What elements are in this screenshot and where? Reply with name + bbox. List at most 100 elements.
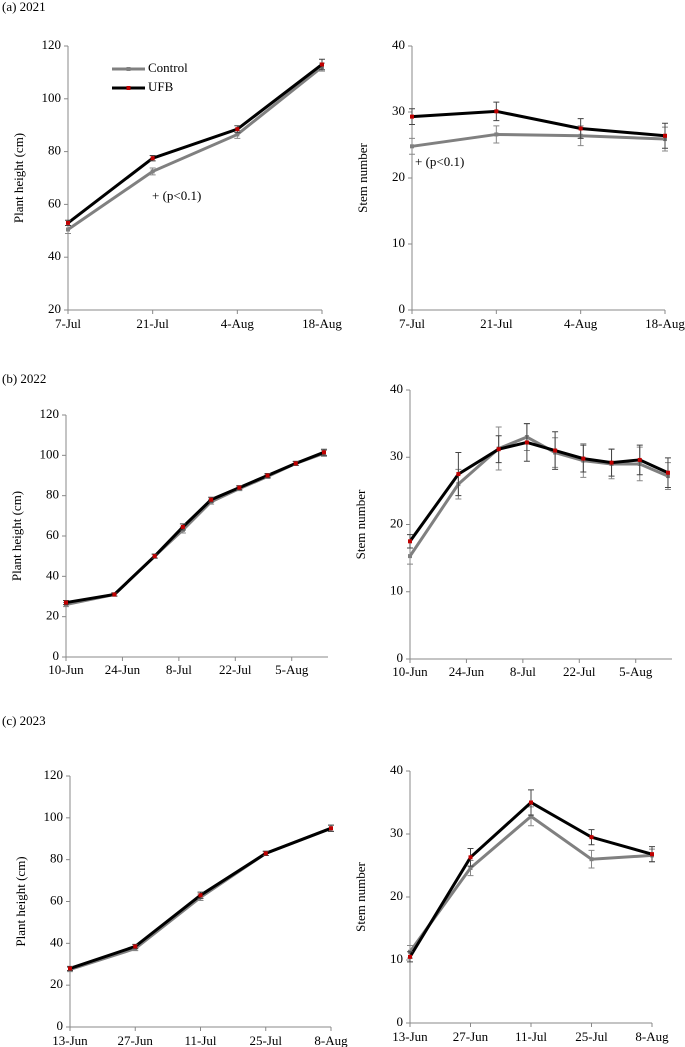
marker	[529, 814, 533, 819]
x-tick-label: 21-Jul	[136, 316, 169, 331]
marker	[468, 866, 473, 871]
marker	[408, 539, 412, 544]
marker	[64, 600, 68, 605]
marker	[637, 457, 642, 462]
x-tick-label: 11-Jul	[184, 1033, 216, 1047]
x-tick-label: 7-Jul	[55, 316, 81, 331]
marker	[293, 461, 298, 466]
marker	[150, 169, 155, 174]
marker	[524, 440, 529, 445]
x-tick-label: 18-Aug	[302, 316, 342, 331]
marker	[263, 851, 268, 856]
legend-marker	[126, 86, 131, 90]
marker	[237, 485, 242, 490]
y-tick-label: 60	[50, 892, 63, 907]
y-tick-label: 30	[390, 448, 403, 463]
y-tick-label: 80	[50, 851, 63, 866]
series-line	[411, 109, 666, 138]
x-tick-label: 21-Jul	[480, 316, 513, 331]
marker	[408, 554, 412, 559]
y-tick-label: 40	[50, 934, 63, 949]
x-tick-label: 4-Aug	[221, 316, 255, 331]
series-line	[67, 65, 323, 231]
marker	[553, 448, 558, 453]
marker	[265, 473, 270, 478]
marker	[578, 126, 583, 131]
y-axis-title: Stem number	[353, 861, 368, 931]
y-tick-label: 20	[392, 169, 405, 184]
x-tick-label: 24-Jun	[449, 664, 485, 679]
x-tick-label: 10-Jun	[392, 664, 428, 679]
marker	[456, 472, 461, 477]
y-tick-label: 10	[390, 583, 403, 598]
marker	[609, 460, 614, 465]
y-tick-label: 30	[390, 825, 403, 840]
marker	[321, 450, 326, 455]
marker	[581, 456, 586, 461]
y-tick-label: 40	[390, 381, 403, 396]
marker	[410, 144, 414, 149]
y-tick-label: 0	[57, 1018, 64, 1033]
marker	[529, 800, 533, 805]
y-tick-label: 0	[399, 301, 406, 316]
x-tick-label: 7-Jul	[399, 316, 425, 331]
y-tick-label: 120	[44, 767, 64, 782]
x-tick-label: 8-Aug	[314, 1033, 348, 1047]
x-tick-label: 27-Jun	[453, 1029, 489, 1044]
y-tick-label: 120	[40, 406, 60, 421]
y-tick-label: 100	[42, 90, 62, 105]
x-tick-label: 13-Jun	[52, 1033, 88, 1047]
x-tick-label: 8-Jul	[510, 664, 536, 679]
annotation: + (p<0.1)	[152, 188, 201, 203]
legend-label: Control	[148, 60, 188, 75]
marker	[589, 857, 594, 862]
marker	[663, 133, 667, 138]
marker	[329, 826, 333, 831]
y-axis-title: Stem number	[353, 489, 368, 559]
panel-label: (b) 2022	[2, 371, 46, 386]
x-tick-label: 22-Jul	[219, 662, 252, 677]
y-tick-label: 60	[46, 527, 59, 542]
y-tick-label: 20	[390, 515, 403, 530]
y-tick-label: 0	[53, 648, 60, 663]
marker	[152, 554, 157, 559]
x-tick-label: 13-Jun	[392, 1029, 428, 1044]
marker	[496, 447, 501, 452]
y-tick-label: 20	[390, 888, 403, 903]
y-tick-label: 10	[390, 951, 403, 966]
marker	[198, 893, 203, 898]
y-tick-label: 40	[48, 248, 61, 263]
series-line	[408, 435, 669, 557]
x-tick-label: 11-Jul	[515, 1029, 547, 1044]
x-tick-label: 5-Aug	[275, 662, 309, 677]
series-line	[65, 450, 325, 605]
marker	[235, 132, 240, 137]
y-tick-label: 20	[48, 301, 61, 316]
y-axis-title: Plant height (cm)	[9, 491, 24, 581]
marker	[408, 954, 412, 959]
series-line	[408, 440, 669, 543]
marker	[112, 592, 117, 597]
marker	[650, 852, 654, 857]
panel-label: (c) 2023	[2, 713, 46, 728]
x-tick-label: 5-Aug	[619, 664, 653, 679]
marker	[66, 227, 70, 232]
y-tick-label: 0	[397, 650, 404, 665]
y-tick-label: 40	[46, 567, 59, 582]
y-tick-label: 120	[42, 37, 62, 52]
y-axis-title: Plant height (cm)	[11, 133, 26, 223]
x-tick-label: 22-Jul	[563, 664, 596, 679]
panel-label: (a) 2021	[2, 0, 46, 14]
x-tick-label: 27-Jun	[118, 1033, 154, 1047]
y-tick-label: 10	[392, 235, 405, 250]
marker	[150, 156, 155, 161]
x-tick-label: 10-Jun	[48, 662, 84, 677]
y-tick-label: 40	[392, 37, 405, 52]
x-tick-label: 24-Jun	[105, 662, 141, 677]
legend-label: UFB	[148, 79, 174, 94]
y-tick-label: 100	[44, 809, 64, 824]
marker	[133, 944, 138, 949]
y-tick-label: 30	[392, 103, 405, 118]
x-tick-label: 4-Aug	[564, 316, 598, 331]
series-line	[67, 63, 323, 225]
